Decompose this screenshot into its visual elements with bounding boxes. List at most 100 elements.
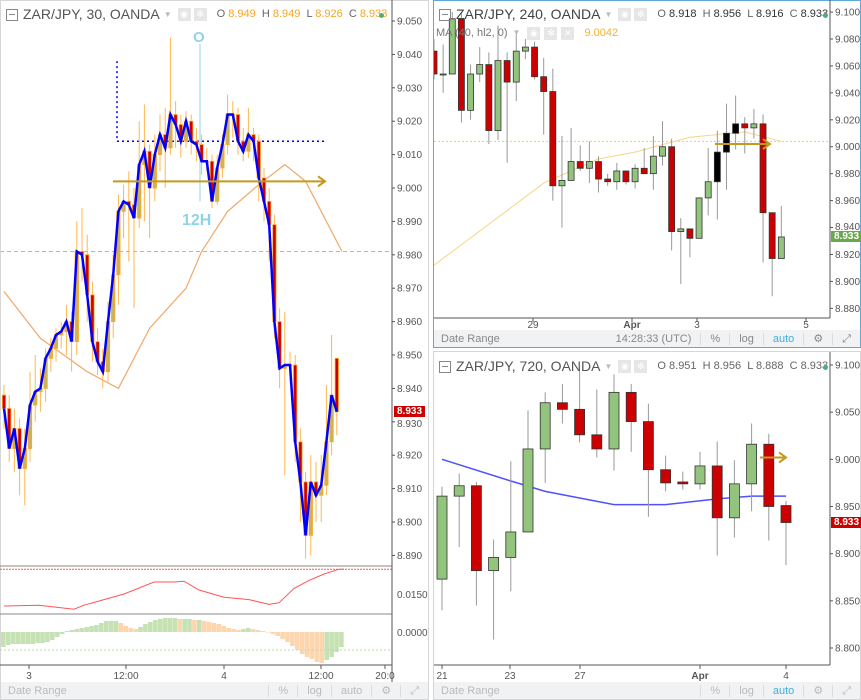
candle-up [522,46,529,52]
log-toggle[interactable]: log [297,684,331,697]
settings-icon[interactable]: ⚙ [803,684,832,697]
eye-icon[interactable]: ◉ [618,8,632,21]
chevron-down-icon[interactable]: ▼ [604,10,613,19]
histogram-bar [250,629,256,632]
candle-up [448,18,456,75]
price-tick-label: 9.010 [397,150,422,161]
date-range-button[interactable]: Date Range [8,684,67,697]
fullscreen-icon[interactable]: ⤢ [400,684,428,697]
candle-up [613,170,621,183]
ma-value: 9.0042 [584,27,619,39]
chevron-down-icon[interactable]: ▼ [604,362,613,371]
candle-down [677,481,689,485]
percent-toggle[interactable]: % [268,684,297,697]
histogram-bar [182,619,187,632]
main-plot-240m[interactable] [431,12,830,297]
log-toggle[interactable]: log [729,684,763,697]
chevron-down-icon[interactable]: ▼ [512,28,521,37]
histogram-bar [40,632,45,643]
high-label: H [702,8,711,20]
price-tick-label: 8.990 [397,217,422,228]
settings-icon[interactable]: ⚙ [803,332,832,345]
candle-down [549,91,557,187]
collapse-icon[interactable] [6,8,18,21]
auto-toggle[interactable]: auto [762,332,803,345]
candle-up [608,391,620,450]
legend-240m: ZAR/JPY, 240, OANDA ▼ ◉ ✻ O 8.918 H 8.95… [439,6,828,23]
histogram-bar [167,618,173,632]
gear-icon[interactable]: ✻ [634,8,648,21]
histogram-bar [265,632,271,633]
histogram-bar [201,621,207,632]
candle-up [750,123,758,129]
close-icon[interactable]: ✕ [561,26,575,40]
gear-icon[interactable]: ✻ [193,8,207,21]
candle-down [591,434,603,450]
histogram-bar [299,632,305,654]
histogram-bar [246,628,251,632]
histogram-bar [143,624,148,632]
candle-down [768,212,776,259]
settings-icon[interactable]: ⚙ [371,684,400,697]
collapse-icon[interactable] [439,360,451,373]
price-tick-label: 8.900 [835,277,860,288]
log-toggle[interactable]: log [729,332,763,345]
fullscreen-icon[interactable]: ⤢ [832,332,860,345]
histogram-bar [20,632,26,644]
indicator-tick-label: 0.0000 [397,628,428,639]
collapse-icon[interactable] [439,8,451,21]
price-tick-label: 8.930 [397,419,422,430]
percent-toggle[interactable]: % [700,684,729,697]
date-range-button[interactable]: Date Range [441,684,500,697]
time-tick-label: 12:00 [308,671,333,682]
histogram-bar [5,632,11,645]
auto-toggle[interactable]: auto [762,684,803,697]
candle-down [503,60,511,83]
eye-icon[interactable]: ◉ [527,26,541,40]
eye-icon[interactable]: ◉ [618,360,632,373]
histogram-bar [334,632,339,652]
candle-down [595,161,602,180]
eye-icon[interactable]: ◉ [177,8,191,21]
histogram-bar [260,631,266,632]
histogram-bar [113,621,119,632]
gear-icon[interactable]: ✻ [544,26,558,40]
histogram-bar [30,632,35,644]
gear-icon[interactable]: ✻ [634,360,648,373]
price-tick-label: 8.960 [397,317,422,328]
candle-up [512,50,520,83]
date-range-button[interactable]: Date Range [441,332,500,345]
price-tick-label: 8.920 [835,250,860,261]
histogram-bar [108,621,114,632]
candle-up [649,155,657,175]
marker-o-label: O [193,29,205,46]
low-value: 8.916 [756,8,784,20]
chevron-down-icon[interactable]: ▼ [163,10,172,19]
candle-down [557,402,568,410]
price-tick-label: 8.910 [397,484,422,495]
symbol-title[interactable]: ZAR/JPY, 240, OANDA [456,6,601,22]
histogram-bar [197,620,202,632]
main-plot-30m[interactable] [0,37,392,559]
symbol-title[interactable]: ZAR/JPY, 720, OANDA [456,358,601,374]
candle-down [576,161,584,169]
percent-toggle[interactable]: % [700,332,729,345]
symbol-title[interactable]: ZAR/JPY, 30, OANDA [23,6,160,22]
high-value: 8.949 [272,8,301,20]
candle-up [659,146,666,157]
price-tick-label: 8.850 [835,596,860,607]
main-plot-720m[interactable] [436,368,792,640]
histogram-bar [206,622,212,632]
histogram-bar [99,623,104,632]
auto-toggle[interactable]: auto [330,684,371,697]
candle-down [660,469,671,484]
histogram-bar [280,632,285,639]
candle-up [436,495,448,580]
fullscreen-icon[interactable]: ⤢ [832,684,860,697]
ma-label[interactable]: MA (40, hl2, 0) [436,27,508,39]
histogram-bar [94,625,99,632]
histogram-bar [241,629,246,632]
candle-up [539,402,551,450]
price-tick-label: 9.040 [397,50,422,61]
